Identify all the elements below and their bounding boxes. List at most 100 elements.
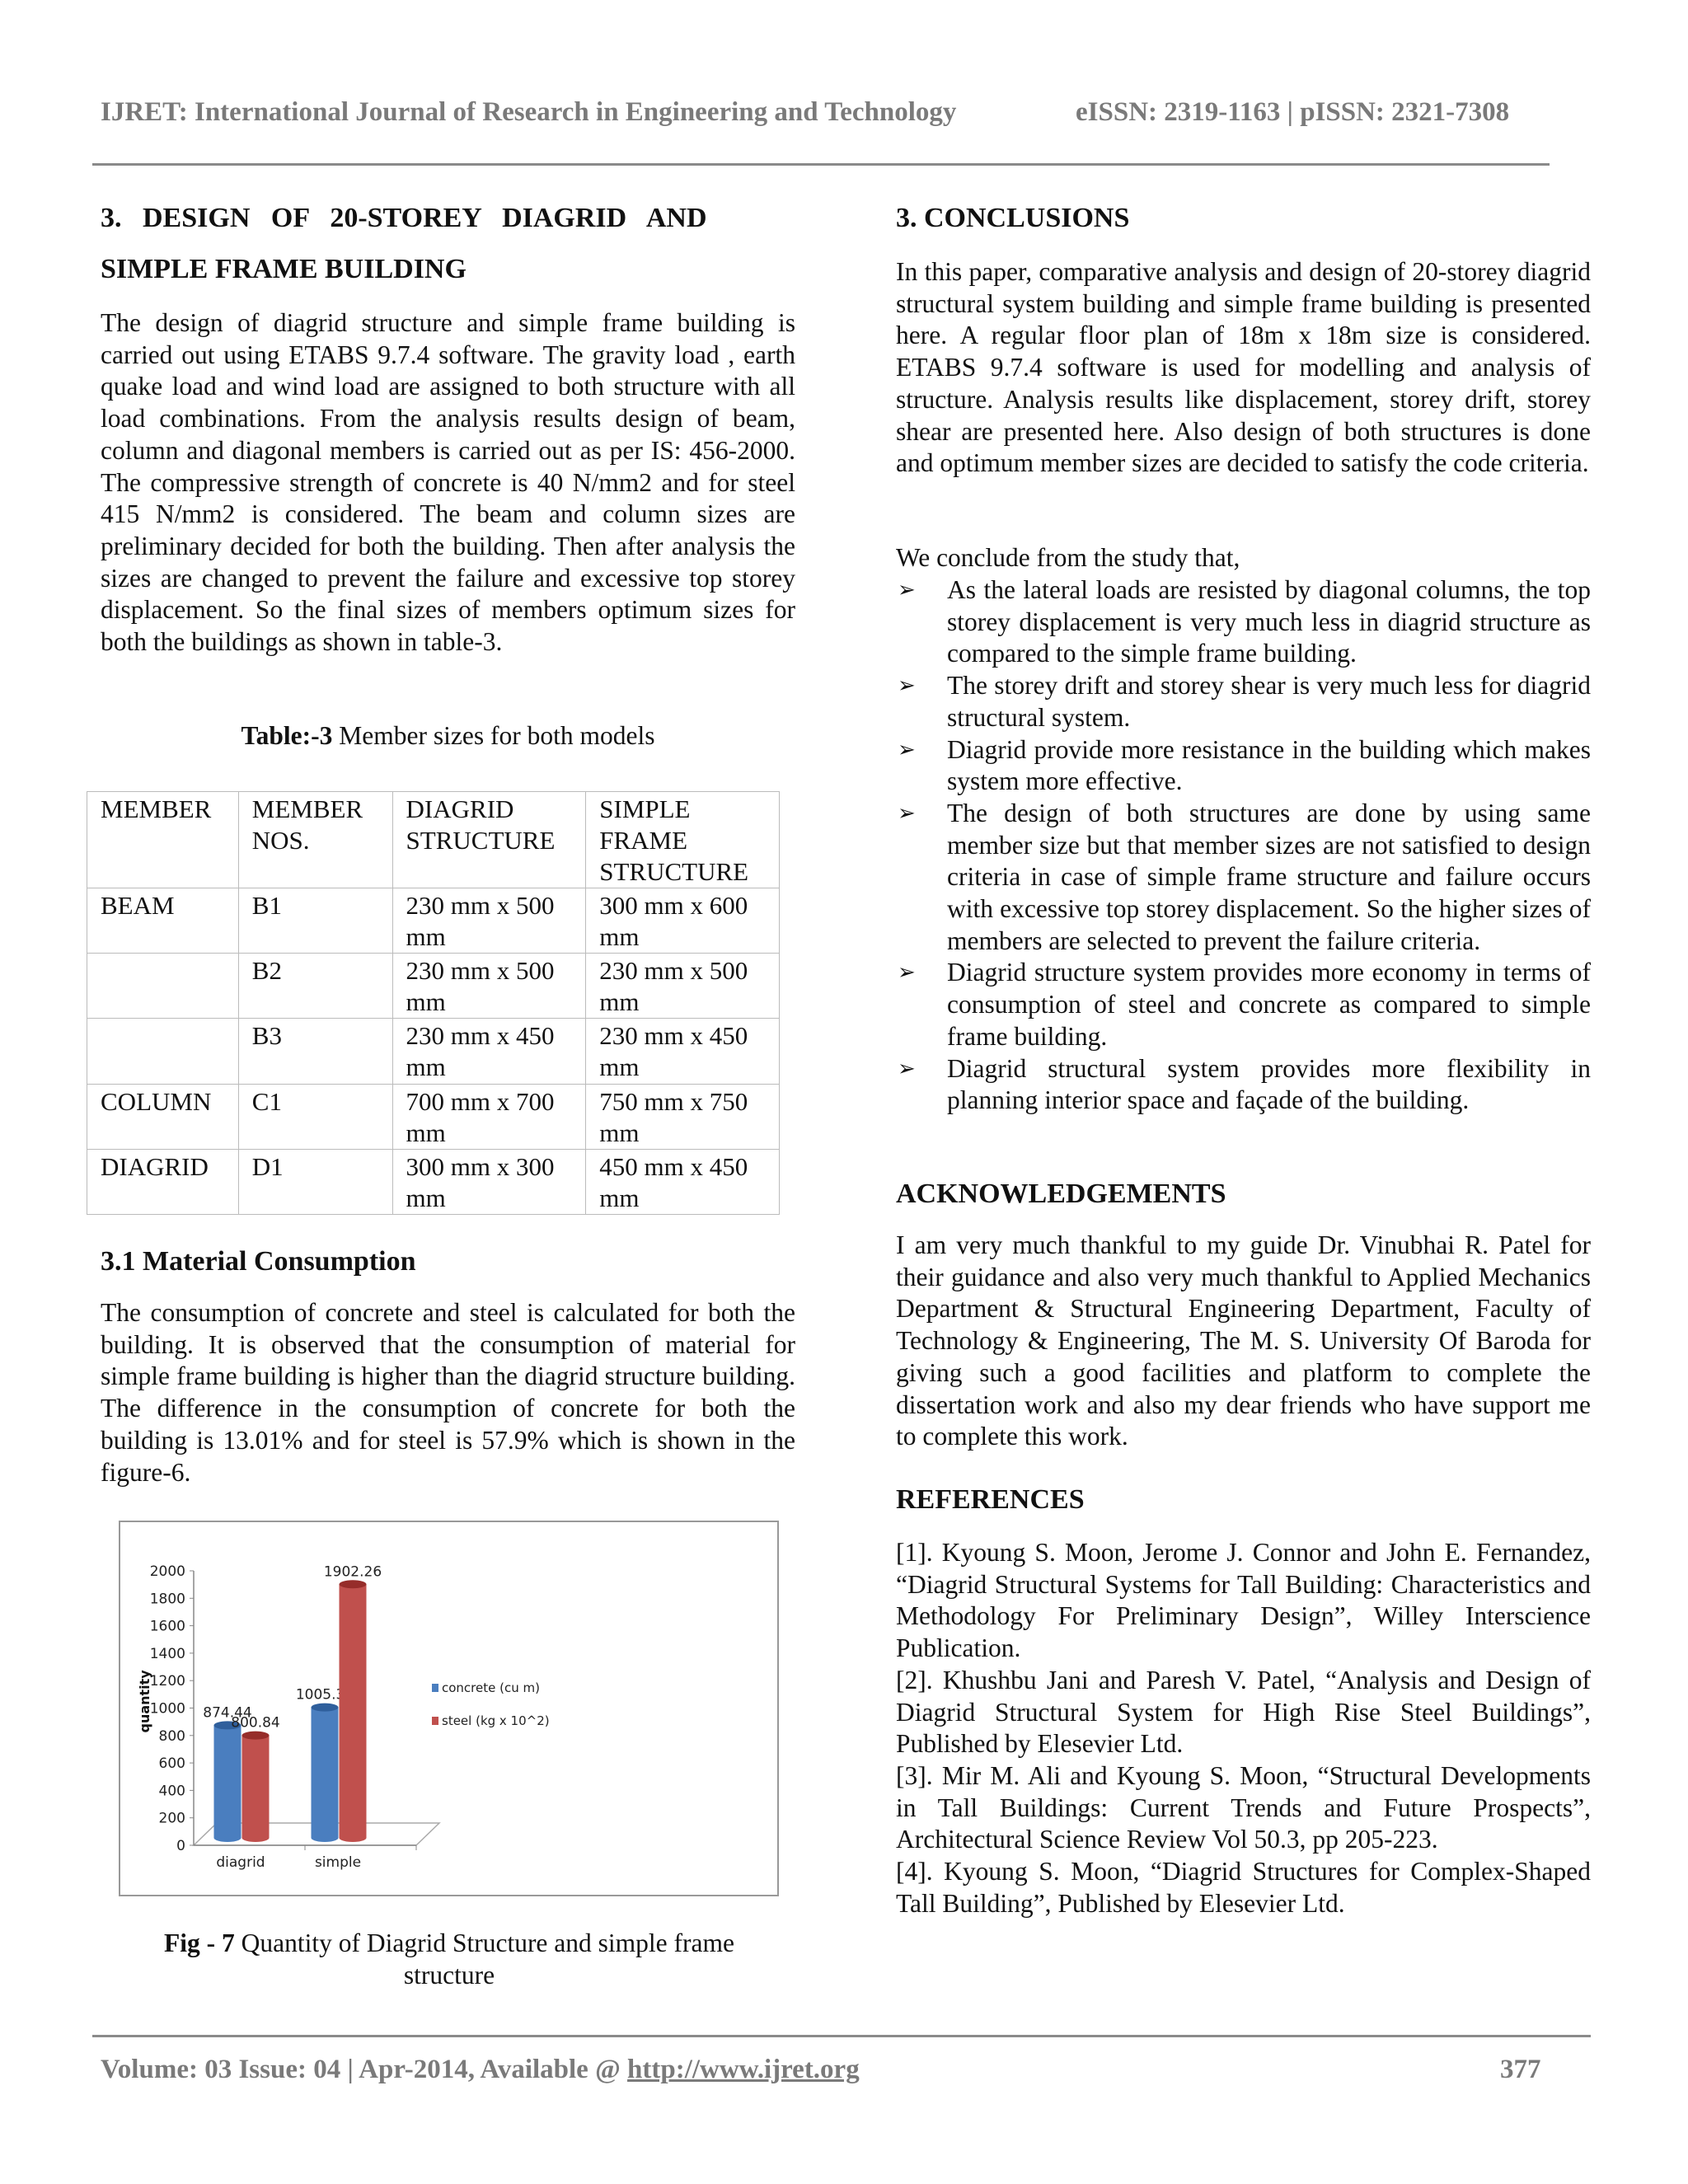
x-tick-label: simple (315, 1854, 361, 1871)
cell: B3 (237, 1018, 393, 1085)
arrowhead-bullet-icon: ➢ (898, 960, 916, 986)
reference-item: [3]. Mir M. Ali and Kyoung S. Moon, “Str… (896, 1760, 1591, 1854)
conclusion-bullet: ➢ The storey drift and storey shear is ve… (896, 670, 1591, 733)
cell: B1 (237, 888, 393, 954)
acknowledgements-title: ACKNOWLEDGEMENTS (896, 1179, 1226, 1209)
cell: C1 (237, 1084, 393, 1150)
conclusions-list: ➢ As the lateral loads are resisted by di… (896, 574, 1591, 1117)
table-caption-text: Member sizes for both models (332, 721, 655, 750)
cell: B2 (237, 953, 393, 1019)
table-header-row: MEMBER MEMBER NOS. DIAGRID STRUCTURE SIM… (87, 791, 780, 888)
bullet-text: The design of both structures are done b… (947, 798, 1591, 955)
table-row: B2 230 mm x 500 mm 230 mm x 500 mm (87, 953, 780, 1019)
table-caption: Table:-3 Member sizes for both models (101, 720, 795, 752)
data-label: 1902.26 (324, 1563, 382, 1580)
cell: BEAM (87, 888, 239, 954)
bullet-text: Diagrid structural system provides more … (947, 1053, 1591, 1115)
reference-item: [2]. Khushbu Jani and Paresh V. Patel, “… (896, 1665, 1591, 1759)
table-caption-label: Table:-3 (241, 721, 333, 750)
cell: D1 (237, 1149, 393, 1215)
data-label: 874.44 (203, 1704, 251, 1721)
cell (87, 953, 239, 1019)
conclusion-bullet: ➢ Diagrid structural system provides more… (896, 1053, 1591, 1117)
bar-top (311, 1703, 339, 1712)
material-chart: 0 200 400 600 800 1000 1200 1400 1600 1800 2000 qua… (119, 1521, 779, 1896)
section31-paragraph: The consumption of concrete and steel is… (101, 1298, 795, 1487)
acknowledgements-paragraph: I am very much thankful to my guide Dr. … (896, 1230, 1591, 1451)
conclude-intro: We conclude from the study that, (896, 543, 1240, 572)
table-row: COLUMN C1 700 mm x 700 mm 750 mm x 750 mm (87, 1084, 780, 1150)
bar-top (213, 1721, 241, 1730)
bar-concrete (213, 1725, 241, 1842)
references-title: REFERENCES (896, 1484, 1085, 1515)
bullet-text: The storey drift and storey shear is ver… (947, 671, 1591, 732)
conclusions-paragraph: In this paper, comparative analysis and … (896, 257, 1591, 478)
header-cell: MEMBER NOS. (237, 791, 393, 888)
y-tick-label: 1800 (150, 1591, 185, 1607)
bullet-text: As the lateral loads are resisted by dia… (947, 575, 1591, 668)
cell: 750 mm x 750 mm (585, 1084, 780, 1150)
issn: eISSN: 2319-1163 | pISSN: 2321-7308 (1076, 97, 1510, 127)
cell: 700 mm x 700 mm (392, 1084, 587, 1150)
arrowhead-bullet-icon: ➢ (898, 800, 916, 826)
figure-caption-label: Fig - 7 (164, 1929, 235, 1957)
y-tick-label: 2000 (150, 1563, 185, 1580)
header-rule (92, 163, 1550, 166)
bar-steel (339, 1584, 367, 1842)
page-number: 377 (1500, 2055, 1541, 2084)
table-row: DIAGRID D1 300 mm x 300 mm 450 mm x 450 mm (87, 1149, 780, 1215)
cell: 230 mm x 450 mm (585, 1018, 780, 1085)
member-sizes-table: MEMBER MEMBER NOS. DIAGRID STRUCTURE SIM… (87, 791, 780, 1215)
y-tick-label: 400 (159, 1783, 185, 1799)
section3-title-line2: SIMPLE FRAME BUILDING (101, 254, 467, 284)
footer-volume: Volume: 03 Issue: 04 | Apr-2014, Availab… (101, 2055, 628, 2084)
chart-svg: 0 200 400 600 800 1000 1200 1400 1600 1800 2000 qua… (137, 1563, 550, 1871)
data-label: 800.84 (231, 1715, 279, 1732)
footer-rule (92, 2035, 1591, 2037)
cell: DIAGRID (87, 1149, 239, 1215)
arrowhead-bullet-icon: ➢ (898, 578, 916, 602)
cell: 230 mm x 500 mm (392, 888, 587, 954)
references-list: [1]. Kyoung S. Moon, Jerome J. Connor an… (896, 1537, 1591, 1919)
arrowhead-bullet-icon: ➢ (898, 1056, 916, 1081)
table-row: B3 230 mm x 450 mm 230 mm x 450 mm (87, 1018, 780, 1085)
y-tick-label: 0 (176, 1838, 185, 1854)
section3-paragraph: The design of diagrid structure and simp… (101, 308, 795, 657)
legend-label: concrete (cu m) (442, 1680, 540, 1695)
y-tick-label: 1600 (150, 1619, 185, 1635)
journal-title: IJRET: International Journal of Research… (101, 97, 957, 127)
legend-swatch (432, 1717, 438, 1725)
conclusion-bullet: ➢ Diagrid structure system provides more … (896, 957, 1591, 1052)
legend-label: steel (kg x 10^2) (442, 1713, 550, 1728)
arrowhead-bullet-icon: ➢ (898, 673, 916, 699)
y-tick-label: 1000 (150, 1701, 185, 1718)
conclusion-bullet: ➢ As the lateral loads are resisted by di… (896, 574, 1591, 670)
y-tick-label: 1400 (150, 1646, 185, 1662)
bullet-text: Diagrid structure system provides more e… (947, 958, 1591, 1051)
bar-top (241, 1731, 270, 1740)
bullet-text: Diagrid provide more resistance in the b… (947, 734, 1591, 796)
bar-concrete (311, 1707, 339, 1842)
y-tick-label: 200 (159, 1811, 185, 1827)
conclusion-bullet: ➢ The design of both structures are done … (896, 798, 1591, 958)
header-cell: DIAGRID STRUCTURE (392, 791, 587, 888)
cell: 230 mm x 500 mm (585, 953, 780, 1019)
arrowhead-bullet-icon: ➢ (898, 737, 916, 762)
y-tick-label: 800 (159, 1728, 185, 1745)
bar-steel (241, 1735, 270, 1842)
journal-link[interactable]: http://www.ijret.org (627, 2055, 860, 2084)
section3-title-line1: 3. DESIGN OF 20-STOREY DIAGRID AND (101, 203, 707, 233)
y-tick-label: 1200 (150, 1673, 185, 1690)
x-tick-label: diagrid (216, 1854, 265, 1871)
cell: 300 mm x 600 mm (585, 888, 780, 954)
cell: COLUMN (87, 1084, 239, 1150)
header-cell: SIMPLE FRAME STRUCTURE (585, 791, 780, 888)
y-axis-title: quantity (137, 1670, 152, 1733)
reference-item: [4]. Kyoung S. Moon, “Diagrid Structures… (896, 1857, 1591, 1918)
section31-title: 3.1 Material Consumption (101, 1246, 416, 1277)
conclusion-bullet: ➢ Diagrid provide more resistance in the … (896, 734, 1591, 798)
legend-swatch (432, 1684, 438, 1692)
reference-item: [1]. Kyoung S. Moon, Jerome J. Connor an… (896, 1538, 1591, 1663)
y-tick-label: 600 (159, 1755, 185, 1772)
figure-caption-text: Quantity of Diagrid Structure and simple… (234, 1929, 734, 1990)
